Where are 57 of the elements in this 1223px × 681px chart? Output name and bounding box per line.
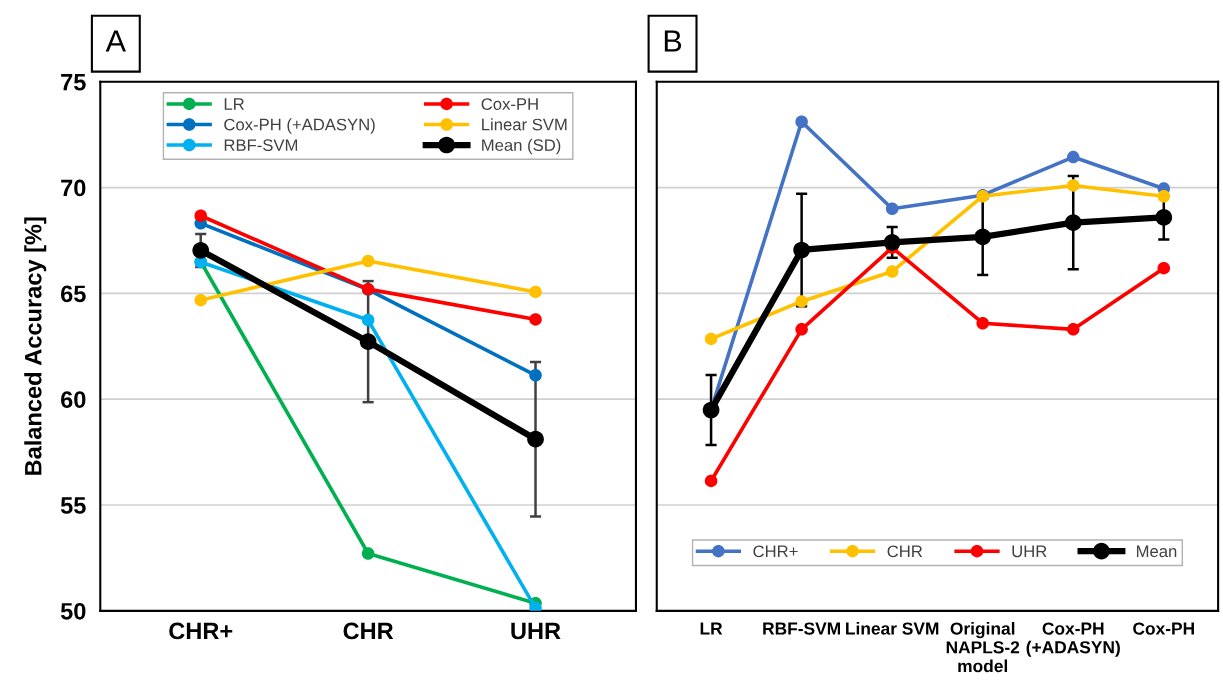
chart-title: A bbox=[105, 30, 126, 52]
x-tick-label: Linear SVM bbox=[846, 621, 939, 635]
point bbox=[529, 369, 542, 382]
y-tick-label: 65 bbox=[61, 285, 86, 303]
x-tick-label: RBF-SVM bbox=[763, 622, 840, 635]
point bbox=[885, 202, 899, 215]
legend-label: CHR bbox=[887, 545, 923, 558]
legend-label: CHR+ bbox=[753, 545, 798, 558]
legend-label: Mean (SD) bbox=[482, 138, 561, 155]
point bbox=[795, 115, 808, 128]
point bbox=[885, 265, 899, 278]
chart-title: B bbox=[664, 30, 682, 52]
legend-label: RBF-SVM bbox=[224, 139, 298, 152]
x-tick-label: LR bbox=[700, 622, 723, 635]
point bbox=[1066, 179, 1080, 192]
point bbox=[529, 313, 542, 326]
point bbox=[704, 332, 718, 346]
point bbox=[1157, 261, 1171, 275]
x-tick-label: CHR+ bbox=[169, 622, 233, 640]
y-tick-label: 75 bbox=[61, 74, 86, 91]
point bbox=[795, 295, 808, 308]
point bbox=[1066, 323, 1080, 336]
point bbox=[795, 323, 808, 336]
legend-label: Cox-PH (+ADASYN) bbox=[224, 118, 375, 134]
point bbox=[1064, 214, 1082, 232]
point bbox=[359, 333, 377, 350]
point bbox=[194, 209, 207, 222]
point bbox=[361, 313, 375, 327]
y-tick-label: 50 bbox=[60, 602, 86, 620]
point bbox=[1155, 209, 1173, 226]
point bbox=[194, 293, 207, 307]
y-axis-title: Balanced Accuracy [%] bbox=[24, 217, 47, 475]
x-tick-label: UHR bbox=[511, 622, 561, 640]
point bbox=[883, 234, 901, 251]
point bbox=[1066, 150, 1080, 164]
legend-label: Linear SVM bbox=[482, 118, 567, 131]
legend-label: Mean bbox=[1136, 545, 1177, 558]
y-tick-label: 55 bbox=[60, 497, 86, 514]
x-tick-label: Original NAPLS-2 model bbox=[946, 621, 1020, 673]
y-tick-label: 60 bbox=[61, 391, 86, 408]
point bbox=[1157, 189, 1171, 203]
legend-label: Cox-PH bbox=[481, 98, 538, 110]
point bbox=[361, 254, 375, 268]
point bbox=[793, 241, 810, 259]
point bbox=[704, 474, 718, 488]
legend-label: UHR bbox=[1012, 545, 1047, 558]
x-tick-label: CHR bbox=[343, 622, 394, 640]
x-tick-label: Cox-PH (+ADASYN) bbox=[1026, 622, 1120, 657]
point bbox=[527, 430, 544, 448]
point bbox=[192, 242, 210, 259]
point bbox=[361, 547, 375, 560]
y-tick-label: 70 bbox=[61, 179, 86, 197]
point bbox=[974, 228, 992, 246]
x-tick-label: Cox-PH bbox=[1133, 622, 1194, 635]
point bbox=[976, 316, 989, 330]
legend-label: LR bbox=[224, 98, 244, 110]
point bbox=[529, 285, 542, 299]
